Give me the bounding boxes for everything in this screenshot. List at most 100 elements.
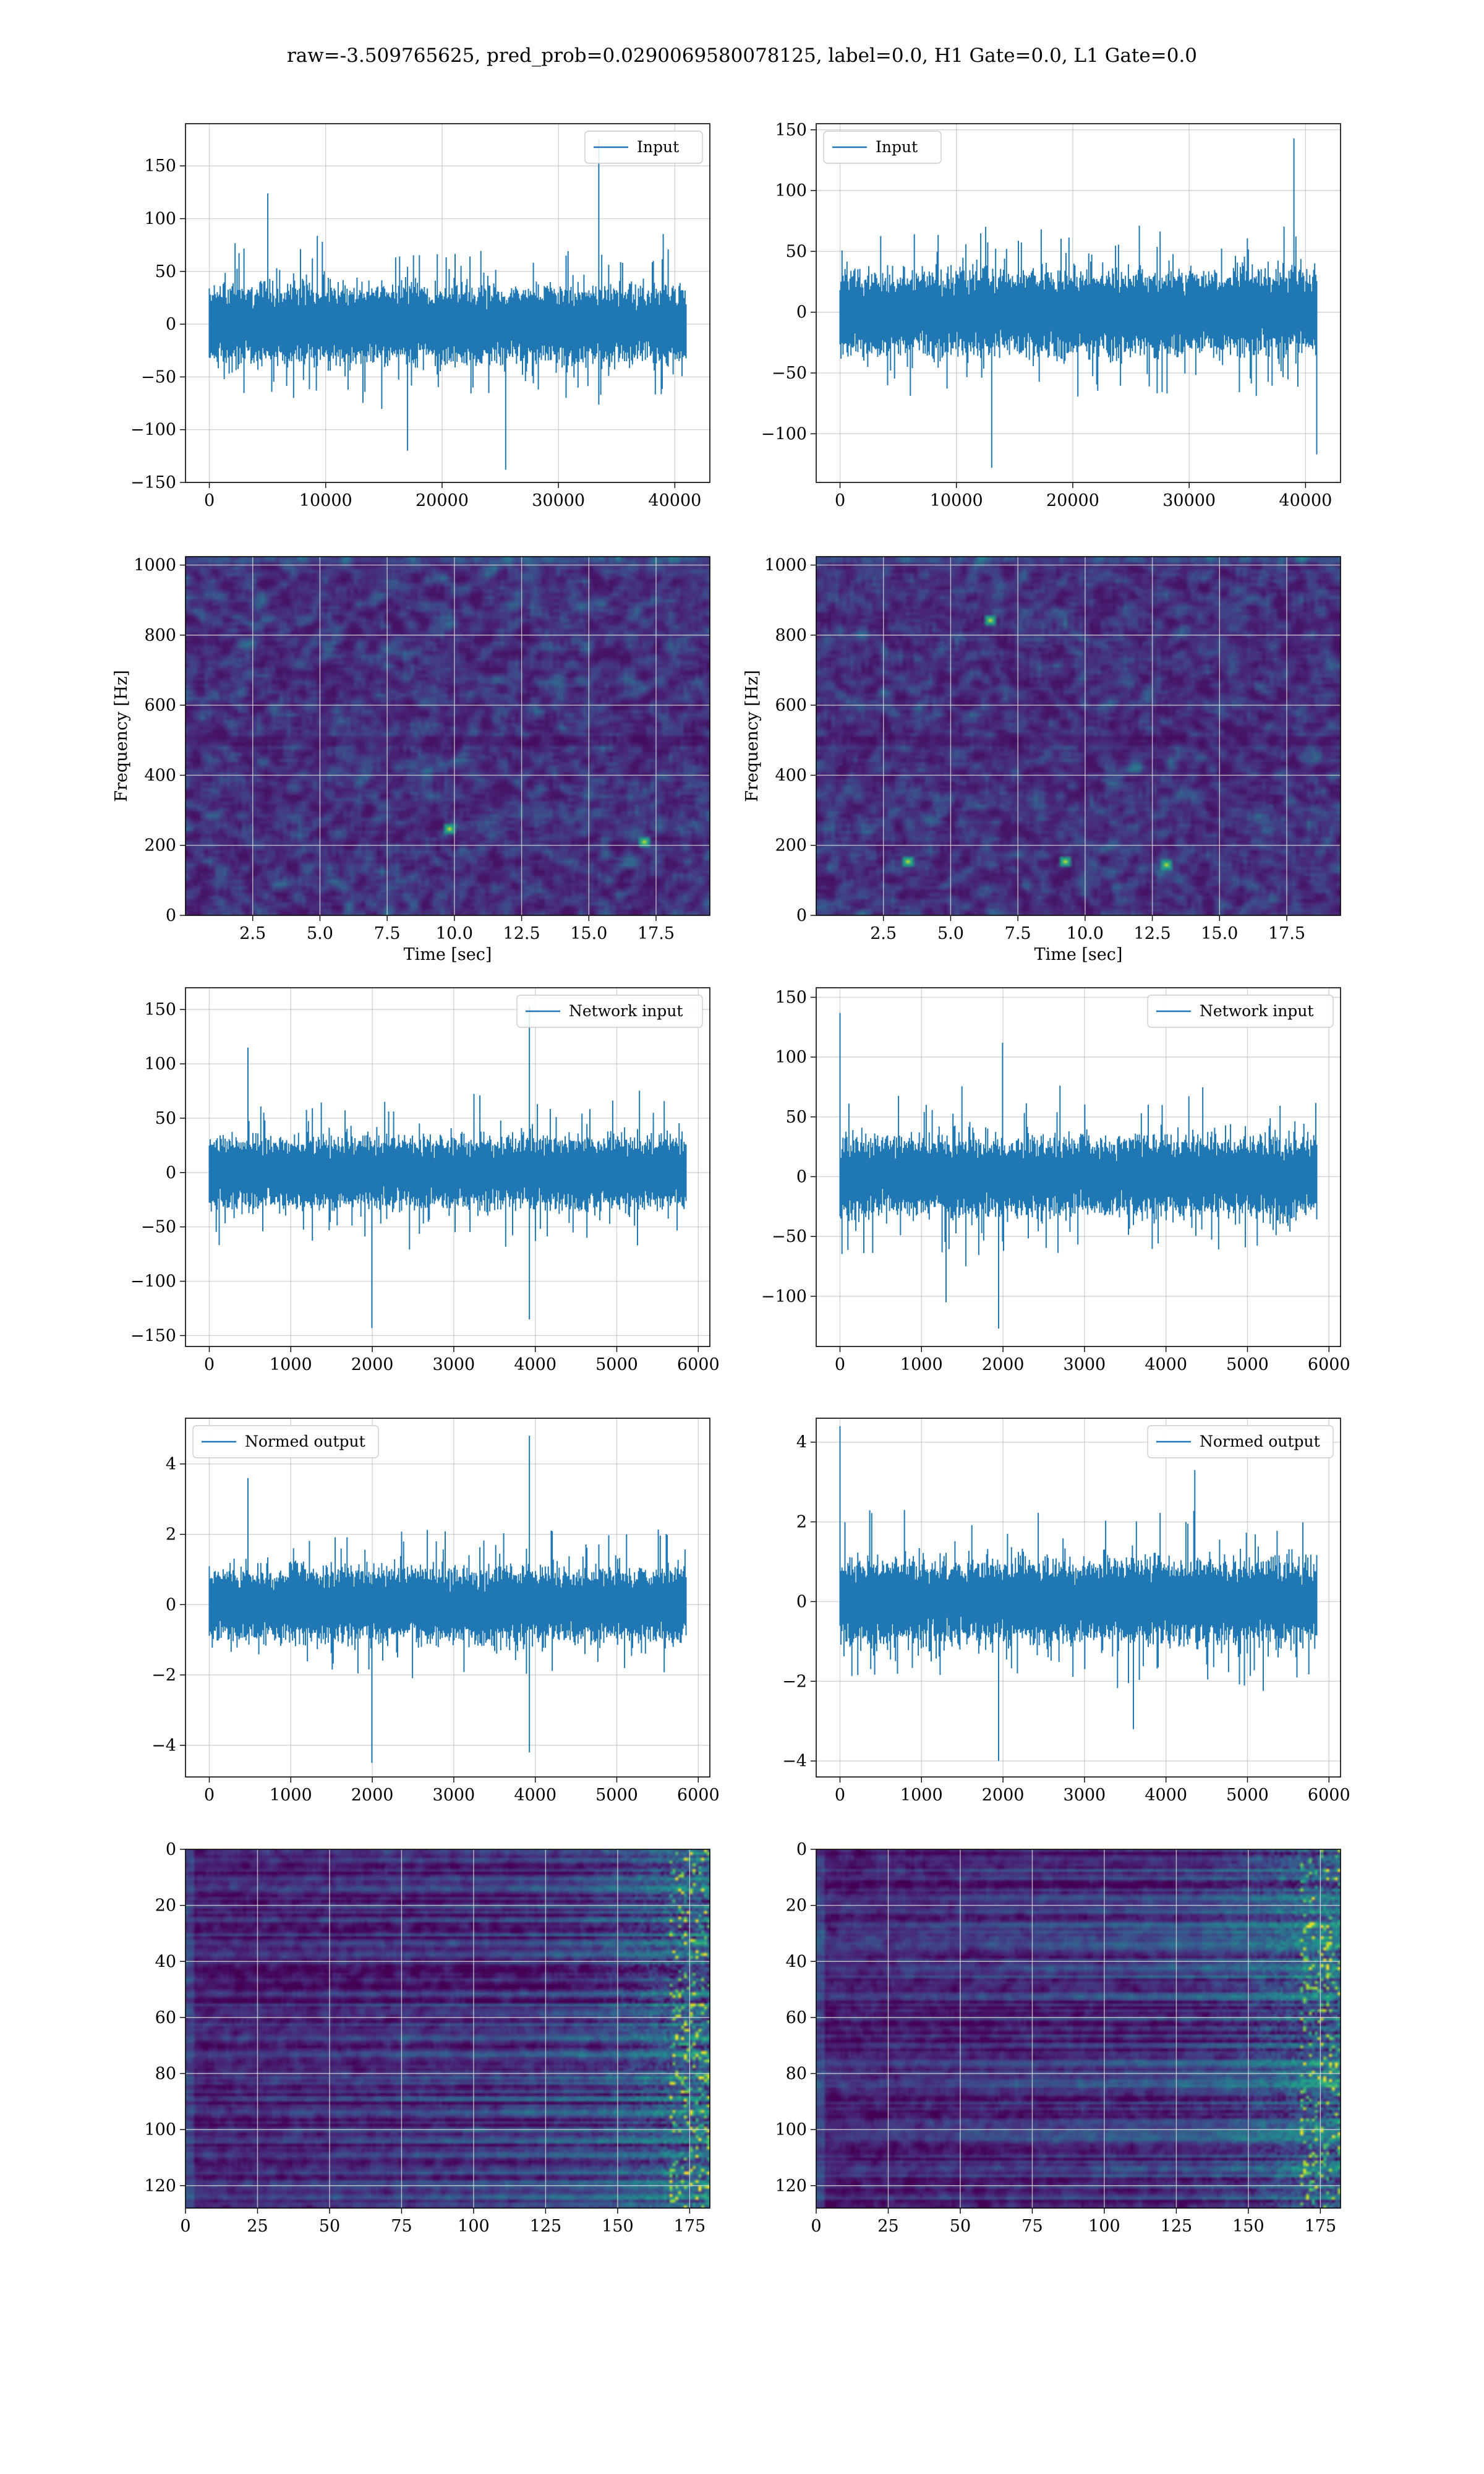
spec-h1-xtick-label: 15.0 (570, 924, 607, 943)
feat-l1-ytick-label: 20 (786, 1896, 807, 1915)
net-h1-legend-box (516, 995, 703, 1028)
norm-h1-ytick-label: 2 (166, 1525, 176, 1544)
input-h1-legend-box (584, 131, 703, 164)
norm-h1-ytick-label: −2 (151, 1666, 176, 1685)
input-h1-xtick-label: 30000 (532, 491, 585, 510)
norm-h1-xtick-label: 1000 (270, 1786, 312, 1805)
input-l1-xtick-label: 0 (835, 491, 845, 510)
net-h1-legend-label: Network input (569, 1002, 683, 1020)
feat-h1-ytick-label: 80 (155, 2065, 176, 2084)
norm-l1-axes: 0 1000 2000 3000 4000 5000 6000 −4 −2 0 2 4 Normed o… (782, 1418, 1350, 1805)
norm-l1-series-line (839, 1426, 1318, 1761)
net-l1-xtick-label: 1000 (900, 1355, 943, 1374)
feat-h1-xtick-label: 50 (319, 2217, 340, 2236)
input-h1-ytick-label: 150 (144, 156, 176, 176)
feat-l1-frame (816, 1849, 1341, 2209)
norm-h1-ytick-label: −4 (151, 1736, 176, 1755)
norm-l1-xtick-label: 5000 (1226, 1786, 1269, 1805)
net-h1-series-line (208, 1006, 687, 1329)
net-l1-xtick-label: 2000 (982, 1355, 1025, 1374)
feat-l1-axes: 0 25 50 75 100 125 150 175 0 20 40 60 80 100 120 (775, 1840, 1341, 2236)
feat-l1-ytick-label: 0 (796, 1840, 807, 1859)
spec-h1-xtick-label: 5.0 (307, 924, 333, 943)
norm-l1-xtick-label: 3000 (1064, 1786, 1106, 1805)
input-h1-xtick-label: 0 (204, 491, 215, 510)
net-h1-legend: Network input (516, 995, 703, 1028)
norm-l1-xtick-label: 1000 (900, 1786, 943, 1805)
input-l1-series-line (839, 138, 1318, 468)
spec-h1-xtick-label: 12.5 (503, 924, 540, 943)
spec-l1-xlabel: Time [sec] (1034, 945, 1123, 964)
net-l1-xtick-label: 0 (835, 1355, 845, 1374)
feat-l1-heatmap-image (816, 1849, 1341, 2208)
feat-l1-xtick-label: 75 (1021, 2217, 1043, 2236)
norm-h1-xtick-label: 6000 (677, 1786, 720, 1805)
spec-l1-xtick-label: 12.5 (1134, 924, 1171, 943)
feat-h1-ytick-label: 100 (144, 2120, 176, 2139)
spec-h1-xlabel: Time [sec] (404, 945, 492, 964)
feat-l1-xtick-label: 150 (1232, 2217, 1264, 2236)
net-h1-xtick-label: 0 (204, 1355, 215, 1374)
input-l1-ytick-label: 100 (775, 181, 807, 200)
input-h1-ytick-label: 100 (144, 210, 176, 229)
spec-l1-ylabel: Frequency [Hz] (743, 670, 762, 802)
input-h1-ytick-label: −50 (141, 367, 176, 387)
feat-l1-ytick-label: 40 (786, 1952, 807, 1971)
spec-h1-ytick-label: 600 (144, 696, 176, 715)
net-l1-xtick-label: 5000 (1226, 1355, 1269, 1374)
net-h1-xtick-label: 1000 (270, 1355, 312, 1374)
spec-h1-ytick-label: 200 (144, 836, 176, 855)
spec-l1-ytick-label: 0 (796, 906, 807, 925)
norm-l1-ytick-label: 4 (796, 1433, 807, 1452)
net-l1-xtick-label: 3000 (1064, 1355, 1106, 1374)
net-h1-xtick-label: 5000 (595, 1355, 638, 1374)
norm-l1-xtick-label: 2000 (982, 1786, 1025, 1805)
norm-l1-ytick-label: −4 (782, 1752, 807, 1771)
spec-h1-xtick-label: 17.5 (638, 924, 675, 943)
input-h1-ytick-label: −100 (130, 421, 176, 440)
feat-h1-xtick-label: 75 (391, 2217, 412, 2236)
input-h1-ytick-label: 50 (155, 262, 176, 281)
net-l1-ytick-label: 150 (775, 988, 807, 1007)
feat-h1-xtick-label: 25 (247, 2217, 268, 2236)
net-h1-xtick-label: 4000 (514, 1355, 556, 1374)
input-l1-axes: 0 10000 20000 30000 40000 −100 −50 0 50 100 150 Inp… (761, 121, 1341, 510)
net-l1-legend-box (1147, 995, 1334, 1028)
spec-h1-frame (185, 556, 710, 916)
norm-h1-xtick-label: 0 (204, 1786, 215, 1805)
input-l1-ytick-label: 50 (786, 242, 807, 261)
spec-l1-ytick-label: 1000 (764, 556, 807, 575)
net-l1-axes: 0 1000 2000 3000 4000 5000 6000 −100 −50 0 50 100 15… (761, 987, 1350, 1374)
panels: 0 10000 20000 30000 40000−150−100−5005010015… (112, 121, 1350, 2236)
norm-h1-axes: 0 1000 2000 3000 4000 5000 6000 −4 −2 0 2 4 Normed o… (151, 1418, 720, 1805)
input-h1-axes: 0 10000 20000 30000 40000 −150 −100 −50 0 50 100 15… (130, 123, 710, 510)
spec-l1-xtick-label: 5.0 (937, 924, 964, 943)
norm-l1-xtick-label: 4000 (1145, 1786, 1187, 1805)
feat-l1-xtick-label: 125 (1161, 2217, 1193, 2236)
norm-h1-xtick-label: 2000 (351, 1786, 394, 1805)
net-h1-frame (185, 987, 710, 1347)
spec-h1-xtick-label: 10.0 (436, 924, 473, 943)
net-h1-xtick-label: 6000 (677, 1355, 720, 1374)
net-l1-ytick-label: 50 (786, 1108, 807, 1127)
spec-h1-xtick-label: 2.5 (239, 924, 266, 943)
feat-h1-xtick-label: 175 (674, 2217, 706, 2236)
feat-l1-xtick-label: 50 (950, 2217, 971, 2236)
feat-l1-ytick-label: 120 (775, 2177, 807, 2196)
figure-suptitle: raw=-3.509765625, pred_prob=0.0290069580… (287, 45, 1197, 67)
spec-h1-heatmap-image (186, 557, 710, 915)
norm-h1-series-line (208, 1436, 687, 1763)
spec-h1-ylabel: Frequency [Hz] (112, 670, 131, 802)
net-h1-axes: 0 1000 2000 3000 4000 5000 6000 −150 −100 −50 0 50 1… (130, 987, 720, 1374)
spec-h1-axes: 2.5 5.0 7.5 10.0 12.5 15.0 17.5 0 200 400 600 800 10… (112, 556, 710, 964)
net-h1-xtick-label: 3000 (433, 1355, 475, 1374)
input-h1-frame (185, 123, 710, 483)
spec-l1-grid (816, 557, 1341, 916)
feat-h1-xtick-label: 0 (180, 2217, 190, 2236)
norm-h1-legend: Normed output (192, 1425, 379, 1458)
feat-l1-ytick-label: 80 (786, 2065, 807, 2084)
norm-h1-frame (185, 1418, 710, 1778)
spec-h1-ytick-label: 0 (166, 906, 176, 925)
net-h1-ytick-label: −50 (141, 1218, 176, 1237)
